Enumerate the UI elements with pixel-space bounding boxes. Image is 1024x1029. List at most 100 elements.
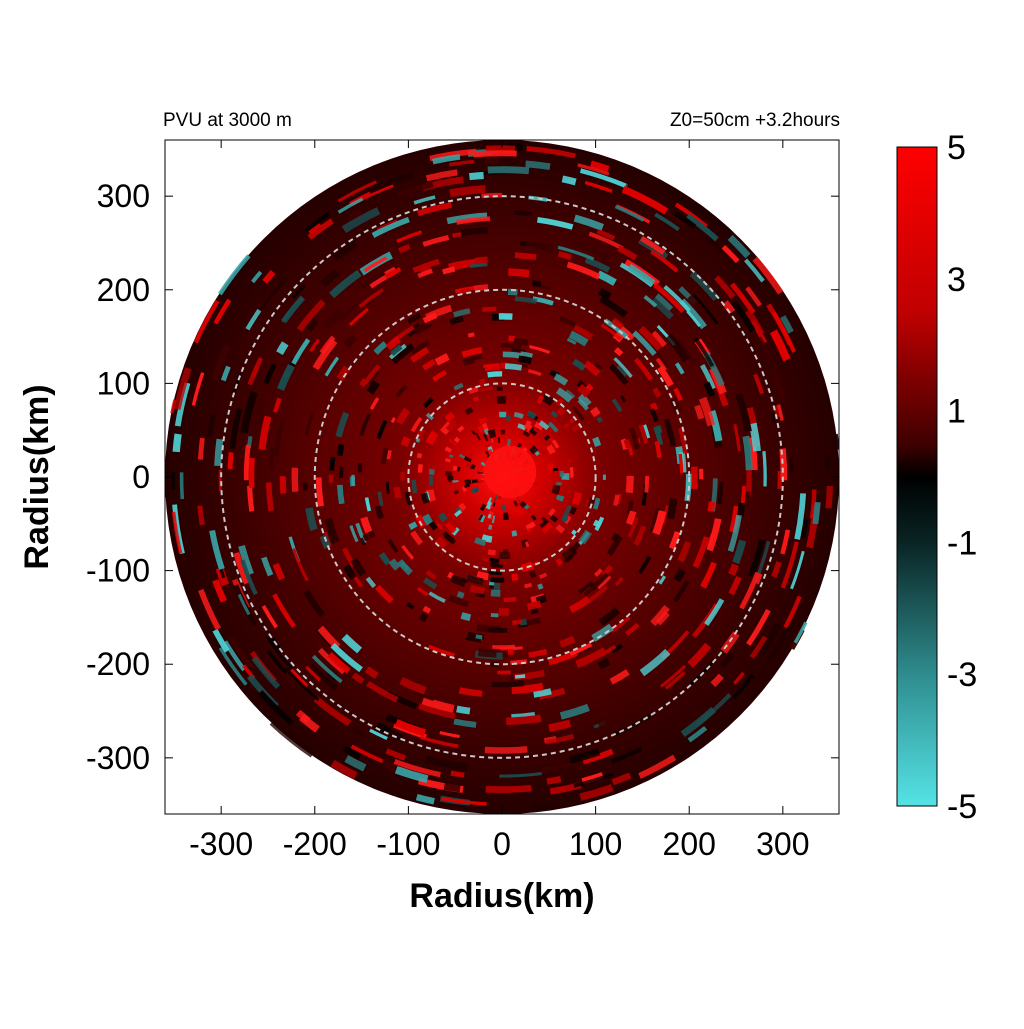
pv-anomaly-patch xyxy=(559,409,564,413)
pv-anomaly-patch xyxy=(600,291,610,297)
pv-anomaly-patch xyxy=(469,175,483,176)
x-tick-label: 100 xyxy=(569,826,622,862)
pv-anomaly-patch xyxy=(537,598,546,601)
pv-anomaly-patch xyxy=(599,661,608,666)
pv-anomaly-patch xyxy=(454,722,476,725)
pv-anomaly-patch xyxy=(527,244,555,249)
pv-anomaly-patch xyxy=(616,349,622,354)
pv-anomaly-patch xyxy=(469,465,470,468)
pv-anomaly-patch xyxy=(480,517,482,518)
pv-anomaly-patch xyxy=(530,574,535,576)
pv-anomaly-patch xyxy=(521,503,525,506)
pv-anomaly-patch xyxy=(485,437,487,438)
pv-anomaly-patch xyxy=(518,499,519,500)
pv-anomaly-patch xyxy=(182,472,183,499)
pv-anomaly-patch xyxy=(360,463,361,472)
pv-anomaly-patch xyxy=(657,426,659,433)
pv-anomaly-patch xyxy=(527,620,540,623)
pv-anomaly-patch xyxy=(494,499,496,500)
colorbar-tick-label: -5 xyxy=(947,788,977,826)
pv-anomaly-patch xyxy=(444,786,460,789)
pv-anomaly-patch xyxy=(572,507,575,513)
pv-anomaly-patch xyxy=(555,486,557,494)
pv-anomaly-patch xyxy=(492,684,524,685)
pv-anomaly-patch xyxy=(508,292,518,293)
pv-anomaly-patch xyxy=(490,580,504,581)
pv-anomaly-patch xyxy=(518,510,523,513)
pv-anomaly-patch xyxy=(526,164,550,167)
pv-anomaly-patch xyxy=(166,467,167,497)
pv-anomaly-patch xyxy=(764,451,765,486)
pv-anomaly-patch xyxy=(441,514,445,520)
pv-anomaly-patch xyxy=(680,454,681,473)
pv-anomaly-patch xyxy=(563,516,567,521)
pv-anomaly-patch xyxy=(447,414,453,419)
pv-anomaly-patch xyxy=(646,476,647,493)
pv-anomaly-patch xyxy=(488,374,503,375)
pv-anomaly-patch xyxy=(528,428,531,430)
pv-anomaly-patch xyxy=(491,562,499,563)
pv-anomaly-patch xyxy=(461,504,465,509)
colorbar-tick-label: 5 xyxy=(947,129,966,167)
pv-anomaly-patch xyxy=(475,480,476,483)
x-tick-label: -200 xyxy=(283,826,347,862)
pv-anomaly-patch xyxy=(697,406,701,419)
pv-anomaly-patch xyxy=(815,502,817,524)
pv-anomaly-patch xyxy=(443,269,455,272)
plot-area xyxy=(165,140,839,814)
pv-anomaly-patch xyxy=(538,399,542,401)
pv-anomaly-patch xyxy=(488,552,496,553)
pv-anomaly-patch xyxy=(364,518,369,532)
pv-anomaly-patch xyxy=(489,583,494,584)
pv-anomaly-patch xyxy=(488,516,491,517)
y-tick-label: 200 xyxy=(97,272,150,308)
pv-anomaly-patch xyxy=(829,486,830,508)
pv-anomaly-patch xyxy=(570,460,571,464)
pv-anomaly-patch xyxy=(493,504,495,505)
pv-anomaly-patch xyxy=(504,599,517,600)
pv-anomaly-patch xyxy=(559,254,571,257)
pv-anomaly-patch xyxy=(491,505,493,506)
y-tick-label: 0 xyxy=(132,459,150,495)
pv-anomaly-patch xyxy=(450,319,463,323)
colorbar-tick-label: 3 xyxy=(947,261,966,299)
pv-anomaly-patch xyxy=(538,586,543,588)
pv-anomaly-patch xyxy=(425,515,430,523)
pv-anomaly-patch xyxy=(593,409,597,415)
pv-anomaly-patch xyxy=(489,451,492,452)
pv-anomaly-patch xyxy=(379,492,382,506)
pv-anomaly-patch xyxy=(412,523,415,528)
pv-anomaly-patch xyxy=(532,516,535,518)
pv-anomaly-patch xyxy=(485,367,500,368)
y-axis-label: Radius(km) xyxy=(18,384,56,569)
pv-anomaly-patch xyxy=(455,466,456,471)
pv-anomaly-patch xyxy=(529,652,547,656)
pv-anomaly-patch xyxy=(473,432,475,433)
pv-anomaly-patch xyxy=(507,443,510,444)
pv-anomaly-patch xyxy=(791,458,792,473)
pv-anomaly-patch xyxy=(467,485,468,488)
pv-anomaly-patch xyxy=(478,652,496,654)
pv-anomaly-patch xyxy=(525,500,528,503)
pv-anomaly-patch xyxy=(470,264,487,266)
pv-anomaly-patch xyxy=(475,540,485,544)
pv-anomaly-patch xyxy=(424,608,430,611)
pv-anomaly-patch xyxy=(615,495,617,506)
pv-anomaly-patch xyxy=(505,366,521,368)
pv-anomaly-patch xyxy=(512,622,521,623)
x-tick-label: -100 xyxy=(376,826,440,862)
pv-anomaly-patch xyxy=(571,420,573,423)
x-tick-label: 300 xyxy=(756,826,809,862)
pv-anomaly-patch xyxy=(391,561,397,569)
pv-anomaly-patch xyxy=(450,189,485,193)
pv-anomaly-patch xyxy=(515,255,536,257)
pv-anomaly-patch xyxy=(803,520,806,539)
pv-anomaly-patch xyxy=(417,797,435,801)
pv-anomaly-patch xyxy=(599,417,602,421)
pv-anomaly-patch xyxy=(471,588,485,591)
pv-anomaly-patch xyxy=(743,486,744,503)
pv-anomaly-patch xyxy=(753,424,757,452)
pv-anomaly-patch xyxy=(456,491,457,494)
pv-anomaly-patch xyxy=(476,637,483,638)
pv-anomaly-patch xyxy=(573,531,576,534)
